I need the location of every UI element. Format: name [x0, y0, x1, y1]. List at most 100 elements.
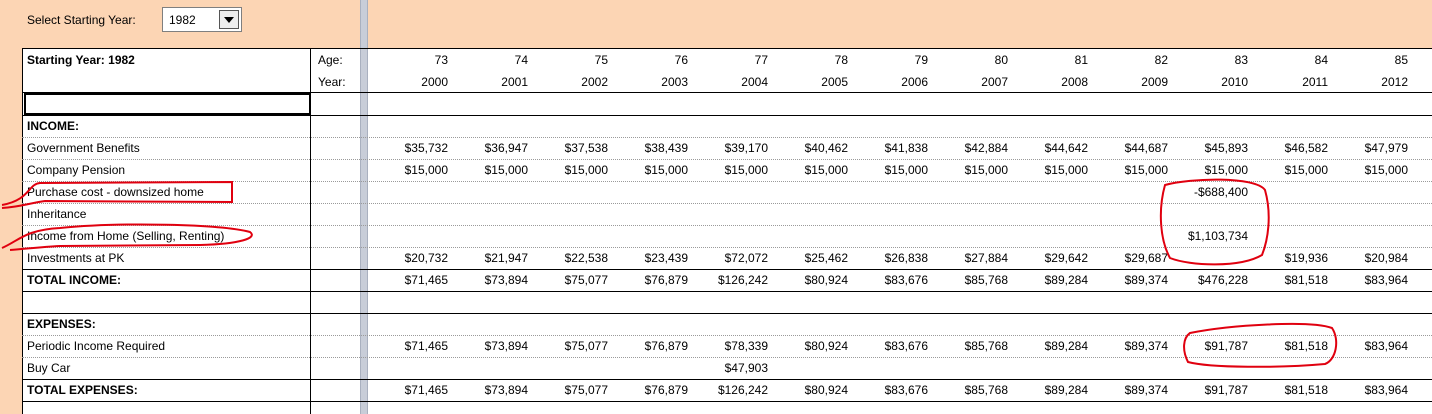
value-cell: $75,077: [564, 273, 608, 287]
age-header: 79: [914, 53, 928, 67]
row-line: [22, 401, 1432, 402]
value-cell: $35,732: [404, 141, 448, 155]
value-cell: $71,465: [404, 339, 448, 353]
value-cell: $15,000: [644, 163, 688, 177]
row-line: [22, 313, 1432, 314]
year-label: Year:: [318, 75, 346, 89]
row-line: [22, 247, 1432, 248]
value-cell: $44,687: [1124, 141, 1168, 155]
age-header: 83: [1234, 53, 1248, 67]
value-cell: $15,000: [484, 163, 528, 177]
value-cell: $15,000: [1204, 163, 1248, 177]
value-cell: $85,768: [964, 339, 1008, 353]
start-year-label: Select Starting Year:: [27, 13, 136, 27]
row-label: Government Benefits: [27, 141, 140, 155]
row-line: [22, 181, 1432, 182]
row-label: EXPENSES:: [27, 317, 96, 331]
year-header: 2010: [1221, 75, 1248, 89]
year-header: 2011: [1302, 75, 1328, 89]
value-cell: $89,284: [1044, 383, 1088, 397]
year-header: 2009: [1141, 75, 1168, 89]
row-line: [22, 48, 1432, 49]
row-line: [22, 291, 1432, 292]
value-cell: $89,374: [1124, 339, 1168, 353]
value-cell: $19,936: [1284, 251, 1328, 265]
row-line: [22, 379, 1432, 380]
value-cell: $15,000: [964, 163, 1008, 177]
value-cell: $83,676: [884, 339, 928, 353]
row-label: Investments at PK: [27, 251, 125, 265]
pane-splitter: [360, 0, 368, 414]
dropdown-button[interactable]: [219, 10, 239, 29]
row-label: INCOME:: [27, 119, 79, 133]
row-label: Inheritance: [27, 207, 87, 221]
value-cell: $21,947: [484, 251, 528, 265]
value-cell: $81,518: [1284, 383, 1328, 397]
value-cell: $20,732: [404, 251, 448, 265]
year-header: 2005: [821, 75, 848, 89]
annotation-oval: [1, 180, 233, 209]
value-cell: $71,465: [404, 273, 448, 287]
year-header: 2006: [901, 75, 928, 89]
year-header: 2002: [581, 75, 608, 89]
value-cell: $71,465: [404, 383, 448, 397]
row-line: [22, 357, 1432, 358]
age-header: 75: [594, 53, 608, 67]
value-cell: -$688,400: [1193, 185, 1248, 199]
age-header: 84: [1314, 53, 1328, 67]
row-label: TOTAL INCOME:: [27, 273, 121, 287]
row-label: Income from Home (Selling, Renting): [27, 229, 225, 243]
value-cell: $36,947: [484, 141, 528, 155]
row-label: TOTAL EXPENSES:: [27, 383, 138, 397]
year-header: 2012: [1381, 75, 1408, 89]
value-cell: $46,582: [1284, 141, 1328, 155]
annotation-oval: [1159, 178, 1270, 266]
year-header: 2003: [661, 75, 688, 89]
annotation-oval: [1183, 322, 1338, 368]
row-line: [22, 203, 1432, 204]
value-cell: $85,768: [964, 273, 1008, 287]
value-cell: $83,964: [1364, 383, 1408, 397]
value-cell: $15,000: [804, 163, 848, 177]
value-cell: $44,642: [1044, 141, 1088, 155]
start-year-value: 1982: [169, 13, 196, 27]
age-header: 82: [1154, 53, 1168, 67]
value-cell: $76,879: [644, 383, 688, 397]
value-cell: $80,924: [804, 273, 848, 287]
value-cell: $85,768: [964, 383, 1008, 397]
year-header: 2007: [981, 75, 1008, 89]
value-cell: $76,879: [644, 339, 688, 353]
value-cell: $89,284: [1044, 339, 1088, 353]
selected-cell[interactable]: [24, 93, 311, 115]
value-cell: $76,879: [644, 273, 688, 287]
vline: [310, 48, 311, 414]
row-label: Purchase cost - downsized home: [27, 185, 204, 199]
value-cell: $15,000: [1364, 163, 1408, 177]
start-year-dropdown[interactable]: 1982: [162, 7, 242, 32]
sheet: [22, 48, 1432, 414]
value-cell: $83,676: [884, 273, 928, 287]
vline: [22, 48, 23, 414]
value-cell: $22,538: [564, 251, 608, 265]
value-cell: $41,838: [884, 141, 928, 155]
value-cell: $20,984: [1364, 251, 1408, 265]
age-header: 73: [434, 53, 448, 67]
row-line: [22, 225, 1432, 226]
value-cell: $29,687: [1124, 251, 1168, 265]
age-header: 76: [674, 53, 688, 67]
age-header: 85: [1394, 53, 1408, 67]
value-cell: $25,462: [804, 251, 848, 265]
value-cell: $15,000: [564, 163, 608, 177]
value-cell: $91,787: [1204, 339, 1248, 353]
value-cell: $15,000: [1124, 163, 1168, 177]
year-header: 2008: [1061, 75, 1088, 89]
age-header: 78: [834, 53, 848, 67]
row-line: [22, 115, 1432, 116]
dropdown-arrow: [224, 17, 234, 23]
value-cell: $89,284: [1044, 273, 1088, 287]
value-cell: $83,964: [1364, 273, 1408, 287]
value-cell: $15,000: [1284, 163, 1328, 177]
value-cell: $39,170: [724, 141, 768, 155]
